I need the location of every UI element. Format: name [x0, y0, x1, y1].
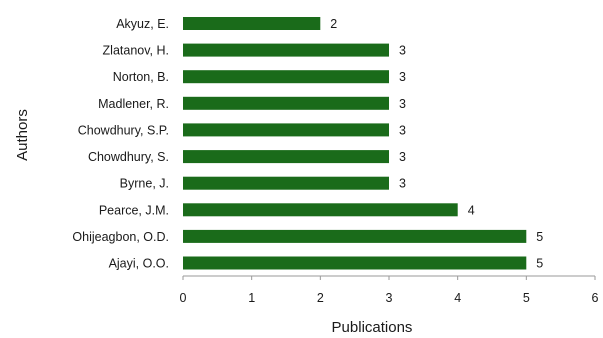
- bar-9: [183, 256, 527, 270]
- data-label: 3: [399, 177, 406, 191]
- category-labels: Akyuz, E. Zlatanov, H. Norton, B. Madlener,…: [72, 17, 169, 271]
- x-tick-labels: 0 1 2 3 4 5 6: [180, 276, 599, 305]
- bar-1: [183, 43, 389, 57]
- bar-6: [183, 176, 389, 190]
- category-label: Ajayi, O.O.: [109, 257, 169, 271]
- bar-5: [183, 150, 389, 164]
- bar-7: [183, 203, 458, 217]
- category-label: Byrne, J.: [120, 177, 169, 191]
- bars-group: [183, 17, 527, 270]
- y-axis-title: Authors: [14, 109, 31, 161]
- category-label: Madlener, R.: [98, 97, 169, 111]
- data-label: 3: [399, 123, 406, 137]
- category-label: Norton, B.: [113, 70, 169, 84]
- category-label: Chowdhury, S.P.: [78, 123, 169, 137]
- data-label: 3: [399, 44, 406, 58]
- data-label: 2: [330, 17, 337, 31]
- bar-0: [183, 17, 321, 30]
- x-tick-label: 1: [248, 291, 255, 305]
- category-label: Akyuz, E.: [116, 17, 169, 31]
- bar-4: [183, 123, 389, 137]
- data-label: 3: [399, 97, 406, 111]
- x-axis-title: Publications: [332, 319, 413, 336]
- data-label: 4: [468, 203, 475, 217]
- data-label: 5: [536, 257, 543, 271]
- category-label: Pearce, J.M.: [99, 203, 169, 217]
- category-label: Chowdhury, S.: [88, 150, 169, 164]
- x-tick-label: 4: [454, 291, 461, 305]
- data-label: 3: [399, 150, 406, 164]
- bar-2: [183, 70, 389, 84]
- data-label: 3: [399, 70, 406, 84]
- x-tick-label: 0: [180, 291, 187, 305]
- x-tick-label: 3: [386, 291, 393, 305]
- category-label: Zlatanov, H.: [103, 44, 169, 58]
- data-label: 5: [536, 230, 543, 244]
- x-tick-label: 2: [317, 291, 324, 305]
- category-label: Ohijeagbon, O.D.: [72, 230, 169, 244]
- bar-3: [183, 96, 389, 110]
- x-tick-label: 5: [523, 291, 530, 305]
- data-labels: 2 3 3 3 3 3 3 4 5 5: [330, 17, 543, 271]
- x-tick-label: 6: [592, 291, 599, 305]
- bar-8: [183, 229, 527, 243]
